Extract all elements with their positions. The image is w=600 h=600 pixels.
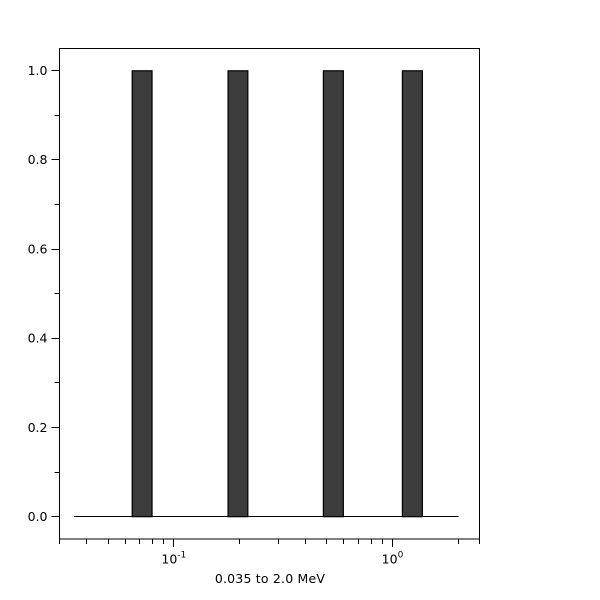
histogram-bar bbox=[131, 70, 153, 518]
y-axis-tick-label: 0.0 bbox=[28, 509, 48, 524]
y-axis-tick-label: 0.6 bbox=[28, 241, 48, 256]
x-axis-label: 0.035 to 2.0 MeV bbox=[214, 571, 326, 586]
y-axis-tick-label: 0.8 bbox=[28, 152, 48, 167]
histogram-bar bbox=[401, 70, 423, 518]
y-axis-tick-label: 0.2 bbox=[28, 420, 48, 435]
y-axis-tick-label: 0.4 bbox=[28, 331, 48, 346]
histogram-bar bbox=[227, 70, 249, 518]
histogram-bar bbox=[322, 70, 344, 518]
x-axis-tick-label: 10-1 bbox=[161, 551, 186, 567]
x-axis-tick-label: 100 bbox=[382, 551, 404, 567]
y-axis-tick-label: 1.0 bbox=[28, 63, 48, 78]
